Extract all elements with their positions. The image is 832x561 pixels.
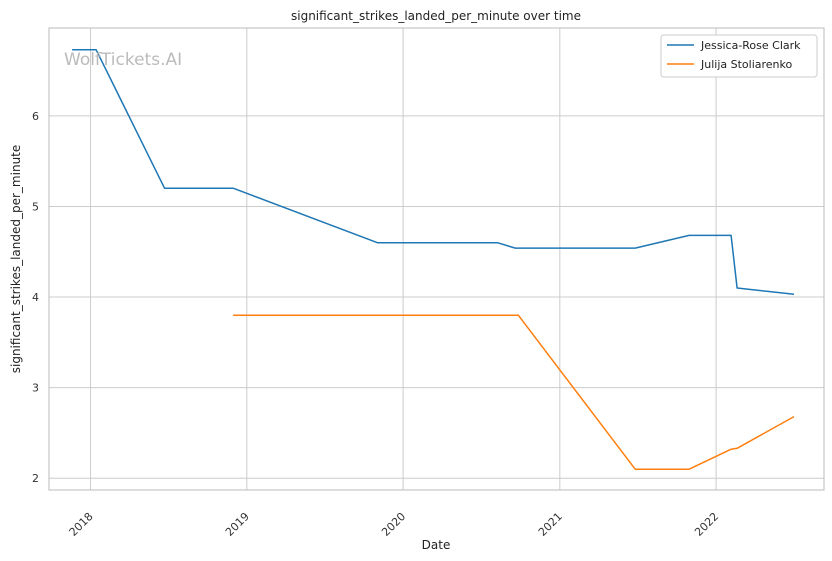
x-axis-title: Date	[422, 538, 451, 552]
y-tick-label: 6	[32, 110, 39, 123]
legend-label-julija-stoliarenko: Julija Stoliarenko	[700, 58, 792, 71]
plot-frame	[48, 27, 825, 491]
x-tick-label: 2020	[379, 510, 408, 539]
series-line-jessica-rose-clark	[72, 48, 795, 296]
legend-box	[660, 34, 818, 78]
x-tick-label: 2021	[536, 510, 565, 539]
y-tick-label: 2	[32, 472, 39, 485]
series-line-julija-stoliarenko	[233, 314, 795, 470]
grid	[49, 28, 824, 490]
x-tick-label: 2019	[223, 510, 252, 539]
watermark: WolfTickets.AI	[64, 50, 182, 70]
series	[72, 48, 795, 470]
y-axis-title: significant_strikes_landed_per_minute	[9, 145, 23, 374]
x-tick-labels: 2018 2019 2020 2021 2022	[67, 510, 722, 539]
y-tick-label: 4	[32, 291, 39, 304]
chart-title: significant_strikes_landed_per_minute ov…	[291, 9, 581, 23]
y-tick-labels: 2 3 4 5 6	[32, 110, 39, 485]
plot-background	[49, 28, 824, 490]
y-tick-label: 3	[32, 382, 39, 395]
x-tick-label: 2022	[692, 510, 721, 539]
y-tick-label: 5	[32, 200, 39, 213]
x-tick-label: 2018	[67, 510, 96, 539]
legend-label-jessica-rose-clark: Jessica-Rose Clark	[700, 39, 801, 52]
legend: Jessica-Rose Clark Julija Stoliarenko	[660, 34, 818, 78]
